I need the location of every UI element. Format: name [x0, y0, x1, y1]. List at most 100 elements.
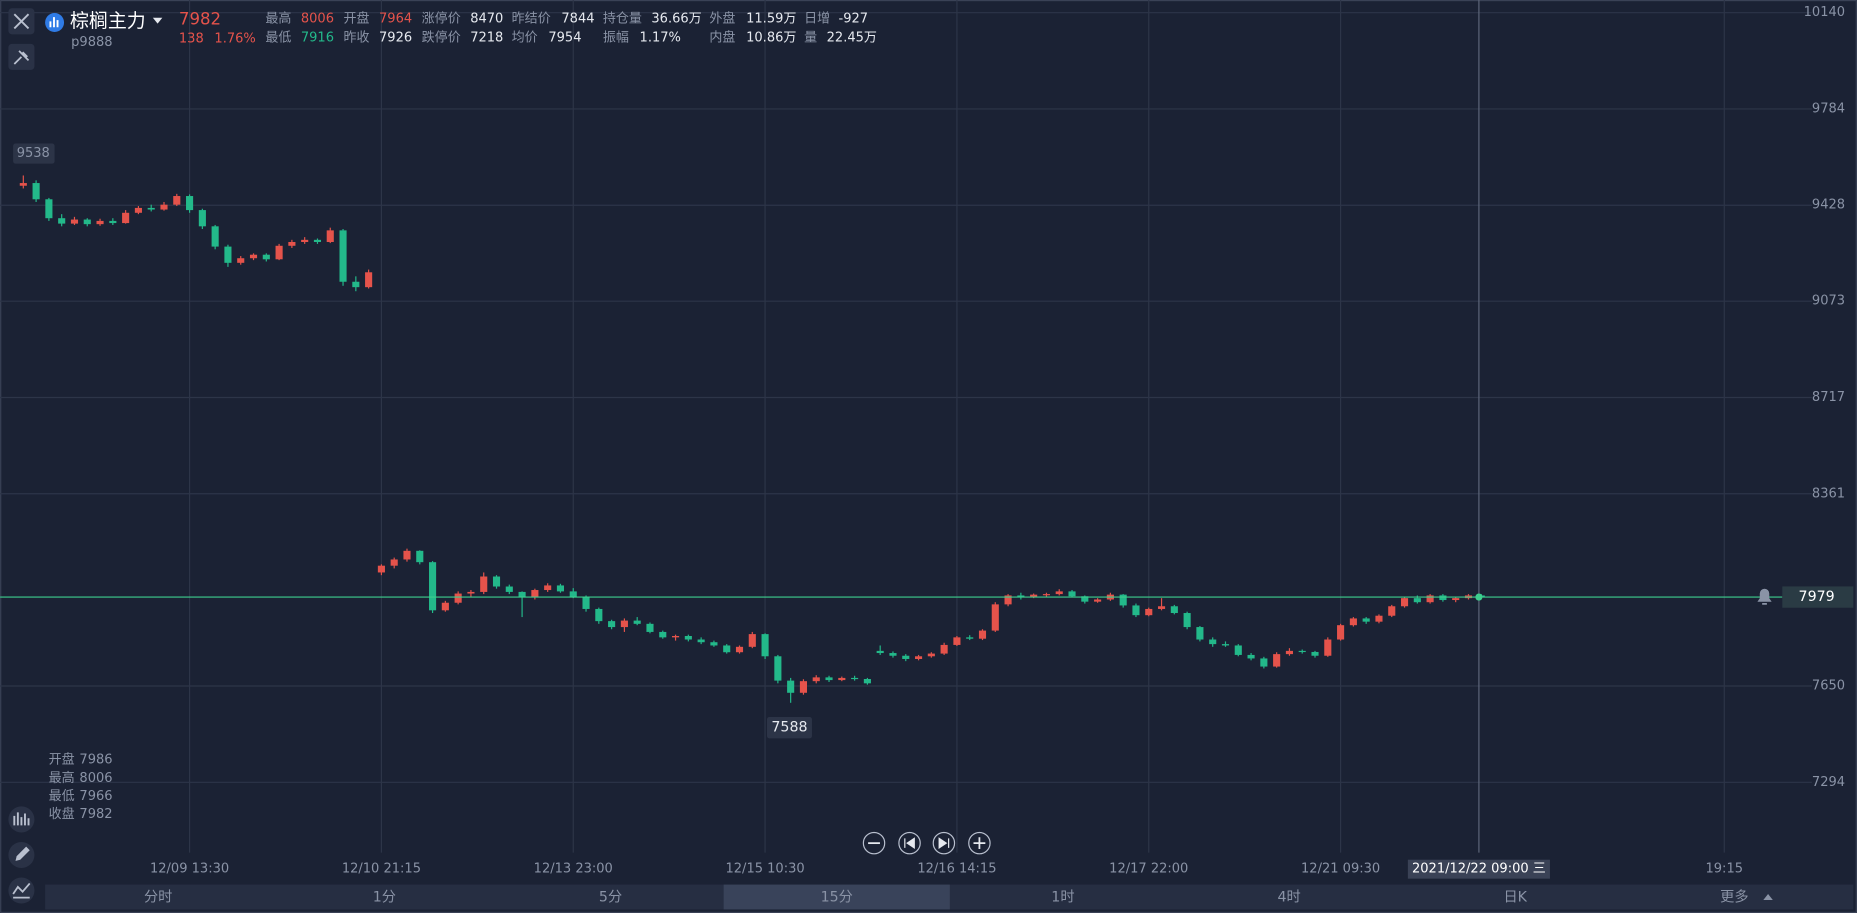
x-tick-label: 12/13 23:00	[534, 862, 613, 877]
candle-body	[1081, 596, 1089, 602]
line-button[interactable]	[8, 877, 35, 904]
x-tick-label: 12/09 13:30	[150, 862, 229, 877]
candle-body	[160, 204, 168, 210]
info-label: 开盘	[49, 752, 75, 768]
indicator-button[interactable]	[8, 806, 35, 833]
zoom-in-glyph[interactable]	[973, 837, 986, 850]
candle-body	[902, 655, 910, 659]
candle-body	[544, 585, 552, 591]
scroll-end[interactable]	[932, 831, 956, 855]
candle-body	[1375, 615, 1383, 622]
scroll-start-ring[interactable]	[898, 831, 921, 855]
period-tab[interactable]: 分时	[144, 889, 172, 906]
line-icon[interactable]	[12, 882, 31, 899]
draw-icon[interactable]	[15, 846, 30, 861]
quote-label: 跌停价	[422, 29, 461, 45]
candle-body	[58, 218, 66, 224]
period-tab[interactable]: 日K	[1503, 890, 1527, 906]
candle-body	[19, 183, 27, 186]
candle-body	[1017, 595, 1025, 598]
last-price: 7982	[179, 10, 221, 29]
crosshair-label: 2021/12/22 09:00 三	[1412, 862, 1546, 877]
symbol-dropdown[interactable]	[152, 17, 163, 24]
candle-body	[198, 210, 206, 227]
more-arrow[interactable]	[1763, 894, 1773, 900]
candle-body	[313, 239, 322, 242]
scroll-start-glyph[interactable]	[904, 837, 915, 849]
candle-body	[761, 634, 769, 657]
candle-body	[774, 656, 782, 681]
candle-body	[1145, 608, 1153, 616]
candle-body	[352, 281, 360, 288]
quote-value: 7916	[301, 30, 334, 45]
candle-body	[620, 620, 628, 628]
candle-body	[1452, 598, 1460, 601]
pin-icon[interactable]	[13, 50, 30, 65]
zoom-in-ring[interactable]	[968, 831, 991, 855]
candle-body	[147, 207, 155, 210]
candle-body	[1439, 595, 1447, 601]
candle-body	[556, 585, 565, 592]
candle-body	[531, 590, 539, 598]
candle-body	[275, 245, 283, 260]
candle-body	[1004, 595, 1012, 605]
candle-body	[1030, 594, 1038, 598]
indicator-icon[interactable]	[13, 812, 30, 826]
period-tab[interactable]: 1分	[373, 889, 396, 906]
candle-body	[416, 550, 424, 563]
y-tick-label: 9428	[1812, 198, 1845, 213]
candle-body	[966, 637, 974, 639]
candle-body	[249, 254, 258, 259]
period-tab-active[interactable]	[723, 884, 950, 910]
info-label: 最低	[49, 789, 75, 804]
quote-value: 1.17%	[640, 30, 681, 45]
draw-button[interactable]	[8, 841, 35, 869]
symbol-icon	[45, 13, 65, 32]
candle-body	[1273, 654, 1281, 667]
candle-body	[1234, 645, 1242, 655]
scroll-start[interactable]	[898, 831, 921, 855]
close-icon[interactable]	[13, 13, 30, 30]
candle-body	[953, 637, 961, 645]
candle-body	[851, 677, 859, 680]
x-tick-label: 12/15 10:30	[726, 862, 805, 877]
y-tick-label: 7294	[1812, 775, 1845, 790]
zoom-out[interactable]	[862, 831, 886, 855]
candle-body	[211, 226, 219, 247]
period-tab[interactable]: 4时	[1277, 889, 1300, 906]
quote-value: 8470	[470, 11, 503, 26]
candle-body	[940, 644, 948, 654]
period-tab[interactable]: 更多	[1720, 889, 1748, 906]
candle-body	[1285, 650, 1293, 655]
candle-body	[224, 246, 232, 263]
alert-bell[interactable]	[1757, 588, 1772, 605]
period-tab[interactable]: 1时	[1051, 889, 1074, 906]
info-box: 开盘 7986 最高 8006 最低 7966 收盘 7982	[49, 752, 113, 822]
pin-button[interactable]	[8, 43, 35, 70]
scroll-end-glyph[interactable]	[938, 837, 950, 849]
scroll-end-ring[interactable]	[932, 831, 956, 855]
candle-body	[1388, 606, 1396, 616]
symbol-name[interactable]: 棕榈主力	[70, 10, 146, 32]
zoom-in[interactable]	[968, 831, 991, 855]
candle-body	[518, 591, 526, 598]
candle-body	[991, 604, 999, 631]
quote-label: 昨收	[344, 30, 370, 45]
candle-body	[1337, 625, 1345, 640]
candle-body	[1183, 613, 1191, 628]
period-tab[interactable]: 5分	[599, 889, 622, 906]
quote-label: 量	[804, 30, 817, 45]
close-button[interactable]	[8, 8, 35, 35]
period-tab[interactable]: 15分	[821, 889, 853, 906]
candle-body	[697, 639, 705, 643]
candle-body	[429, 562, 437, 611]
zoom-out-ring[interactable]	[862, 831, 886, 855]
candle-body	[441, 602, 449, 611]
quote-value: -927	[839, 11, 869, 26]
quote-label: 最高	[265, 10, 291, 26]
candle-body	[889, 653, 897, 656]
quote-value: 7964	[379, 11, 412, 26]
crosshair-label-bg	[1407, 859, 1550, 879]
quote-label: 昨结价	[512, 11, 551, 26]
